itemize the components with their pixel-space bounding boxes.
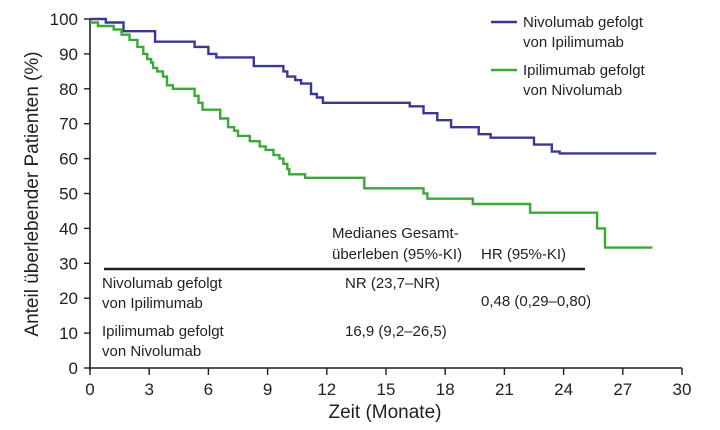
legend-label-nivo-ipi-line2: von Ipilimumab bbox=[523, 34, 624, 51]
series-line-nivo-ipi bbox=[90, 17, 657, 155]
x-ticks: 0 3 6 9 12 15 18 21 24 27 30 bbox=[85, 368, 691, 399]
y-tick-label: 0 bbox=[69, 359, 78, 378]
table-row2-median: 16,9 (9,2–26,5) bbox=[345, 323, 447, 340]
series-layer bbox=[90, 17, 657, 249]
y-tick-label: 100 bbox=[50, 10, 78, 29]
table-header-median-line2: überleben (95%-KI) bbox=[332, 246, 462, 263]
y-tick-label: 90 bbox=[59, 45, 78, 64]
x-axis-label: Zeit (Monate) bbox=[329, 402, 442, 423]
legend-label-nivo-ipi-line1: Nivolumab gefolgt bbox=[523, 14, 644, 31]
summary-table: Medianes Gesamt- überleben (95%-KI) HR (… bbox=[102, 225, 591, 360]
x-tick-label: 0 bbox=[85, 380, 94, 399]
legend-label-ipi-nivo-line2: von Nivolumab bbox=[523, 82, 622, 99]
y-tick-label: 20 bbox=[59, 289, 78, 308]
y-tick-label: 10 bbox=[59, 324, 78, 343]
table-row1-median: NR (23,7–NR) bbox=[345, 275, 440, 292]
x-tick-label: 3 bbox=[144, 380, 153, 399]
x-tick-label: 12 bbox=[317, 380, 336, 399]
x-tick-label: 24 bbox=[554, 380, 573, 399]
table-row1-label-line2: von Ipilimumab bbox=[102, 295, 203, 312]
table-header-hr: HR (95%-KI) bbox=[481, 246, 566, 263]
table-row1-label-line1: Nivolumab gefolgt bbox=[102, 275, 223, 292]
table-header-median-line1: Medianes Gesamt- bbox=[332, 225, 459, 242]
legend-label-ipi-nivo-line1: Ipilimumab gefolgt bbox=[523, 62, 646, 79]
x-tick-label: 18 bbox=[436, 380, 455, 399]
x-tick-label: 15 bbox=[377, 380, 396, 399]
y-ticks: 0 10 20 30 40 50 60 70 80 90 100 bbox=[50, 10, 90, 378]
y-tick-label: 70 bbox=[59, 115, 78, 134]
series-line-ipi-nivo bbox=[90, 21, 653, 249]
x-tick-label: 9 bbox=[263, 380, 272, 399]
x-tick-label: 30 bbox=[673, 380, 692, 399]
table-row2-label-line2: von Nivolumab bbox=[102, 343, 201, 360]
y-axis-label: Anteil überlebender Patienten (%) bbox=[22, 51, 43, 336]
y-tick-label: 80 bbox=[59, 80, 78, 99]
table-row2-label-line1: Ipilimumab gefolgt bbox=[102, 323, 225, 340]
x-tick-label: 6 bbox=[204, 380, 213, 399]
table-hr-value: 0,48 (0,29–0,80) bbox=[481, 293, 591, 310]
y-tick-label: 40 bbox=[59, 219, 78, 238]
x-tick-label: 21 bbox=[495, 380, 514, 399]
y-tick-label: 60 bbox=[59, 150, 78, 169]
y-tick-label: 50 bbox=[59, 185, 78, 204]
legend: Nivolumab gefolgt von Ipilimumab Ipilimu… bbox=[491, 14, 646, 99]
x-tick-label: 27 bbox=[613, 380, 632, 399]
y-tick-label: 30 bbox=[59, 254, 78, 273]
